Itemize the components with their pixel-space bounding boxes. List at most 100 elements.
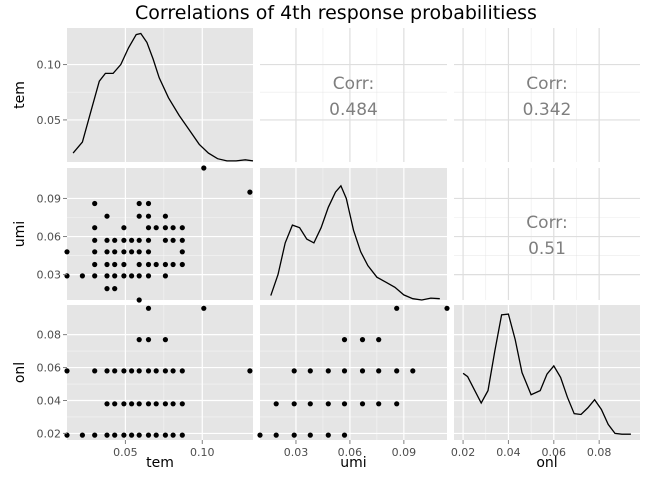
panel-tem-onl xyxy=(454,28,640,162)
scatter-point-umi-onl xyxy=(341,337,348,343)
scatter-point-tem-umi xyxy=(153,261,159,268)
scatter-point-tem-onl xyxy=(145,432,152,438)
scatter-point-tem-onl xyxy=(170,432,176,438)
scatter-point-tem-umi xyxy=(112,237,118,243)
x-tick-label: 0.05 xyxy=(113,446,138,459)
scatter-point-tem-umi xyxy=(104,286,110,292)
y-axis-title-onl: onl xyxy=(12,362,28,383)
scatter-point-umi-onl xyxy=(273,401,279,407)
corr-value-2: 0.51 xyxy=(528,239,566,259)
y-tick-label: 0.06 xyxy=(37,362,62,375)
scatter-point-umi-onl xyxy=(394,305,400,311)
panel-background xyxy=(454,28,640,162)
scatter-point-tem-umi xyxy=(162,225,168,231)
scatter-point-tem-umi xyxy=(129,249,135,255)
x-tick-label: 0.02 xyxy=(451,446,476,459)
scatter-point-tem-umi xyxy=(145,273,152,279)
scatter-point-umi-onl xyxy=(359,368,366,374)
y-tick-label: 0.06 xyxy=(37,231,62,244)
scatter-point-tem-onl xyxy=(104,401,110,407)
scatter-point-tem-umi xyxy=(136,200,142,207)
scatter-point-tem-umi xyxy=(170,237,176,243)
scatter-point-umi-onl xyxy=(291,401,297,407)
scatter-point-tem-umi xyxy=(92,261,98,268)
scatter-point-tem-umi xyxy=(145,213,152,219)
scatter-point-tem-umi xyxy=(162,237,168,243)
scatter-point-tem-umi xyxy=(170,225,176,231)
scatter-point-umi-onl xyxy=(325,401,331,407)
scatter-point-tem-umi xyxy=(136,273,142,279)
scatter-point-tem-umi xyxy=(104,249,110,255)
panel-background xyxy=(454,305,640,440)
scatter-point-tem-umi xyxy=(121,249,127,255)
panel-background xyxy=(260,28,447,162)
scatter-point-tem-onl xyxy=(162,401,168,407)
y-tick-label: 0.05 xyxy=(37,114,62,127)
scatter-point-tem-onl xyxy=(162,368,168,374)
scatter-point-umi-onl xyxy=(359,401,366,407)
panel-umi-umi xyxy=(260,168,447,300)
panel-umi-onl xyxy=(454,168,640,300)
scatter-point-umi-onl xyxy=(376,368,382,374)
scatter-point-tem-umi xyxy=(145,249,152,255)
panels-group: Corr: 0.484 Corr: 0.342 Corr: 0.51 0.05 0.10 0.0… xyxy=(12,28,640,471)
scatter-point-tem-umi xyxy=(121,261,127,268)
scatter-point-tem-umi xyxy=(145,200,152,207)
scatter-point-tem-umi xyxy=(92,273,98,279)
scatter-point-tem-onl xyxy=(145,305,152,311)
scatter-point-tem-umi xyxy=(136,297,142,303)
scatter-point-umi-onl xyxy=(444,305,450,311)
scatter-point-tem-onl xyxy=(247,368,253,374)
scatter-point-umi-onl xyxy=(359,337,366,343)
scatter-point-tem-onl xyxy=(104,432,110,438)
corr-label-2: Corr: xyxy=(526,213,567,233)
scatter-point-tem-umi xyxy=(179,237,185,243)
y-tick-label: 0.09 xyxy=(37,192,62,205)
scatter-point-tem-umi xyxy=(201,165,207,171)
x-tick-label: 0.06 xyxy=(542,446,567,459)
scatter-point-tem-umi xyxy=(129,273,135,279)
x-tick-label: 0.10 xyxy=(190,446,215,459)
scatter-point-umi-onl xyxy=(394,368,400,374)
scatter-point-tem-umi xyxy=(145,237,152,243)
density-curve-tem xyxy=(72,32,254,162)
scatter-point-umi-onl xyxy=(376,401,382,407)
scatter-point-tem-umi xyxy=(145,261,152,268)
panel-background xyxy=(67,305,253,440)
scatter-point-tem-onl xyxy=(121,432,127,438)
scatter-point-umi-onl xyxy=(410,368,416,374)
corr-value-0: 0.484 xyxy=(329,100,378,120)
chart-title: Correlations of 4th response probabiliti… xyxy=(135,2,537,24)
scatter-point-tem-umi xyxy=(136,261,142,268)
scatter-point-tem-onl xyxy=(162,337,168,343)
x-tick-label: 0.03 xyxy=(284,446,309,459)
scatter-point-tem-onl xyxy=(129,368,135,374)
panel-umi-tem xyxy=(67,168,253,300)
scatter-point-tem-umi xyxy=(145,225,152,231)
scatter-point-tem-umi xyxy=(104,213,110,219)
y-tick-label: 0.03 xyxy=(37,269,62,282)
scatter-point-tem-onl xyxy=(129,401,135,407)
scatter-point-tem-onl xyxy=(145,401,152,407)
scatter-point-umi-onl xyxy=(341,368,348,374)
panel-background xyxy=(260,168,447,300)
scatter-point-tem-onl xyxy=(170,401,176,407)
x-axis-title-tem: tem xyxy=(146,455,174,471)
scatter-point-umi-onl xyxy=(394,401,400,407)
x-tick-label: 0.06 xyxy=(338,446,363,459)
scatter-point-tem-onl xyxy=(201,305,207,311)
y-tick-label: 0.04 xyxy=(37,394,62,407)
scatter-point-tem-onl xyxy=(179,401,185,407)
scatter-point-umi-onl xyxy=(307,368,313,374)
y-tick-label: 0.10 xyxy=(37,59,62,72)
corr-label-1: Corr: xyxy=(526,74,567,94)
scatter-point-umi-onl xyxy=(325,368,331,374)
x-axis-title-umi: umi xyxy=(340,455,366,471)
scatter-point-tem-umi xyxy=(92,200,98,207)
scatter-point-tem-onl xyxy=(179,368,185,374)
scatter-point-tem-umi xyxy=(179,249,185,255)
scatter-point-umi-onl xyxy=(341,401,348,407)
y-axis-title-umi: umi xyxy=(12,221,28,247)
corr-label-0: Corr: xyxy=(333,74,374,94)
